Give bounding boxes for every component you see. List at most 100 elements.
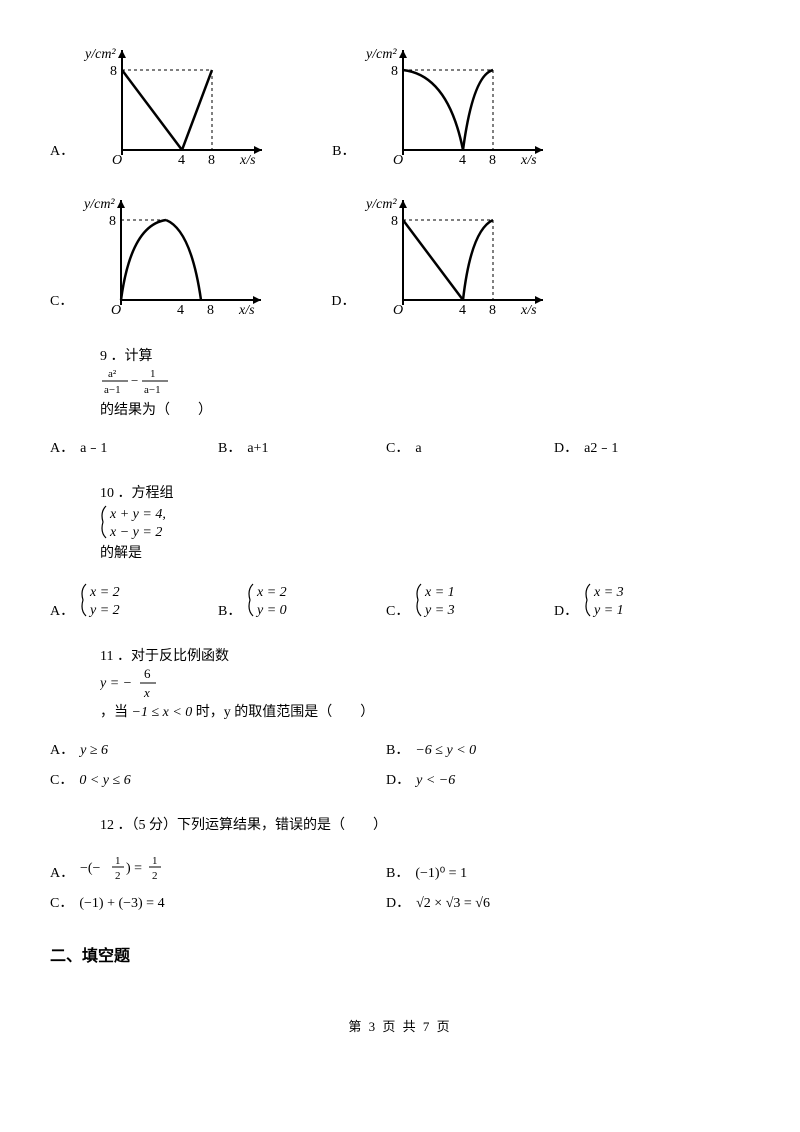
graph-option-c: C． y/cm² 8 O 4 8 x/s — [50, 190, 271, 320]
svg-text:1: 1 — [115, 855, 121, 867]
q11-tail: 时，y 的取值范围是（ ） — [196, 705, 375, 720]
svg-text:x = 3: x = 3 — [593, 585, 624, 600]
graph-option-a: A． y/cm² 8 O 4 8 x/s — [50, 40, 272, 170]
svg-text:y = 3: y = 3 — [423, 603, 455, 618]
q10-num: 10 ．方程组 — [100, 486, 174, 501]
svg-text:8: 8 — [489, 153, 496, 168]
graph-a-svg: y/cm² 8 O 4 8 x/s — [82, 40, 272, 170]
svg-text:a²: a² — [108, 368, 117, 380]
option-label-c: C． — [50, 290, 73, 310]
question-11: 11 ．对于反比例函数 y = − 6 x ，当 −1 ≤ x < 0 时，y … — [100, 645, 750, 721]
option-label-a: A． — [50, 140, 74, 160]
q12-options-2: C．(−1) + (−3) = 4 D．√2 × √3 = √6 — [50, 892, 750, 912]
svg-text:8: 8 — [207, 303, 214, 318]
svg-text:1: 1 — [152, 855, 158, 867]
svg-text:) =: ) = — [126, 861, 142, 876]
option-label-d: D． — [331, 290, 355, 310]
svg-text:−: − — [131, 373, 138, 388]
svg-text:x: x — [143, 685, 150, 700]
svg-text:y/cm²: y/cm² — [364, 197, 397, 212]
q9-options: A．a﹣1 B．a+1 C．a D．a2﹣1 — [50, 437, 750, 457]
svg-text:y = 1: y = 1 — [592, 603, 624, 618]
svg-text:x/s: x/s — [238, 303, 255, 318]
svg-text:a−1: a−1 — [104, 384, 121, 396]
svg-text:x/s: x/s — [239, 153, 256, 168]
q11-mid: ，当 — [100, 705, 128, 720]
svg-text:x = 2: x = 2 — [256, 585, 287, 600]
svg-text:x/s: x/s — [520, 303, 537, 318]
q9-opt-c: a — [415, 441, 421, 457]
svg-text:8: 8 — [391, 64, 398, 79]
q12-opt-d: √2 × √3 = √6 — [416, 896, 490, 912]
q9-tail: 的结果为（ ） — [100, 403, 212, 418]
svg-text:4: 4 — [178, 153, 185, 168]
svg-text:2: 2 — [152, 870, 158, 882]
svg-text:O: O — [111, 303, 121, 318]
q10-opt-c: x = 1 y = 3 — [415, 580, 475, 620]
svg-text:y/cm²: y/cm² — [364, 47, 397, 62]
q11-options-2: C．0 < y ≤ 6 D．y < −6 — [50, 769, 750, 789]
svg-text:−(−: −(− — [80, 861, 101, 876]
svg-text:8: 8 — [110, 64, 117, 79]
q12-opt-a: −(− 1 2 ) = 1 2 — [80, 852, 190, 882]
svg-text:O: O — [393, 303, 403, 318]
question-12: 12 ．（5 分）下列运算结果，错误的是（ ） — [100, 814, 750, 834]
q12-opt-b: (−1)⁰ = 1 — [415, 865, 467, 882]
question-10: 10 ．方程组 x + y = 4, x − y = 2 的解是 — [100, 482, 750, 562]
q11-opt-a: y ≥ 6 — [80, 743, 108, 759]
q11-opt-b: −6 ≤ y < 0 — [415, 743, 476, 759]
q11-cond: −1 ≤ x < 0 — [132, 705, 193, 720]
q9-expression: a² a−1 − 1 a−1 — [100, 365, 170, 399]
svg-text:8: 8 — [489, 303, 496, 318]
question-9: 9 ．计算 a² a−1 − 1 a−1 的结果为（ ） — [100, 345, 750, 419]
q10-tail: 的解是 — [100, 546, 142, 561]
option-label-b: B． — [332, 140, 355, 160]
graph-b-svg: y/cm² 8 O 4 8 x/s — [363, 40, 553, 170]
svg-text:y/cm²: y/cm² — [83, 47, 116, 62]
q11-opt-d: y < −6 — [416, 773, 455, 789]
q10-options: A． x = 2 y = 2 B． x = 2 y = 0 C． x = 1 y… — [50, 580, 750, 620]
q9-opt-a: a﹣1 — [80, 437, 107, 457]
graph-c-svg: y/cm² 8 O 4 8 x/s — [81, 190, 271, 320]
q11-opt-c: 0 < y ≤ 6 — [79, 773, 130, 789]
svg-text:a−1: a−1 — [144, 384, 161, 396]
svg-text:1: 1 — [150, 368, 156, 380]
svg-text:8: 8 — [391, 214, 398, 229]
q11-options-1: A．y ≥ 6 B．−6 ≤ y < 0 — [50, 739, 750, 759]
graph-option-d: D． y/cm² 8 O 4 8 x/s — [331, 190, 553, 320]
q9-num: 9 ．计算 — [100, 349, 153, 364]
graph-row-1: A． y/cm² 8 O 4 8 x/s B． — [50, 40, 750, 170]
svg-text:4: 4 — [459, 153, 466, 168]
svg-text:O: O — [393, 153, 403, 168]
svg-text:6: 6 — [144, 666, 151, 681]
q12-options-1: A． −(− 1 2 ) = 1 2 B．(−1)⁰ = 1 — [50, 852, 750, 882]
q11-func: y = − 6 x — [100, 665, 160, 701]
q11-num: 11 ．对于反比例函数 — [100, 649, 229, 664]
svg-text:x = 2: x = 2 — [89, 585, 120, 600]
q9-opt-b: a+1 — [247, 441, 268, 457]
graph-d-svg: y/cm² 8 O 4 8 x/s — [363, 190, 553, 320]
graph-option-b: B． y/cm² 8 O 4 8 x/s — [332, 40, 553, 170]
q9-opt-d: a2﹣1 — [584, 437, 618, 457]
svg-text:x/s: x/s — [520, 153, 537, 168]
svg-text:O: O — [112, 153, 122, 168]
svg-text:8: 8 — [208, 153, 215, 168]
q10-system: x + y = 4, x − y = 2 — [100, 502, 190, 542]
svg-text:y = −: y = − — [100, 676, 132, 691]
svg-text:y/cm²: y/cm² — [82, 197, 115, 212]
svg-text:y = 2: y = 2 — [88, 603, 120, 618]
svg-text:x = 1: x = 1 — [424, 585, 455, 600]
q12-text: 12 ．（5 分）下列运算结果，错误的是（ ） — [100, 818, 387, 833]
svg-text:4: 4 — [177, 303, 184, 318]
section-2-title: 二、填空题 — [50, 942, 750, 966]
q10-opt-d: x = 3 y = 1 — [584, 580, 644, 620]
graph-row-2: C． y/cm² 8 O 4 8 x/s D． — [50, 190, 750, 320]
q10-opt-a: x = 2 y = 2 — [80, 580, 140, 620]
svg-text:8: 8 — [109, 214, 116, 229]
svg-text:x + y = 4,: x + y = 4, — [109, 507, 166, 522]
svg-text:4: 4 — [459, 303, 466, 318]
svg-text:2: 2 — [115, 870, 121, 882]
svg-text:x − y = 2: x − y = 2 — [109, 525, 162, 540]
q12-opt-c: (−1) + (−3) = 4 — [79, 896, 164, 912]
svg-text:y = 0: y = 0 — [255, 603, 287, 618]
